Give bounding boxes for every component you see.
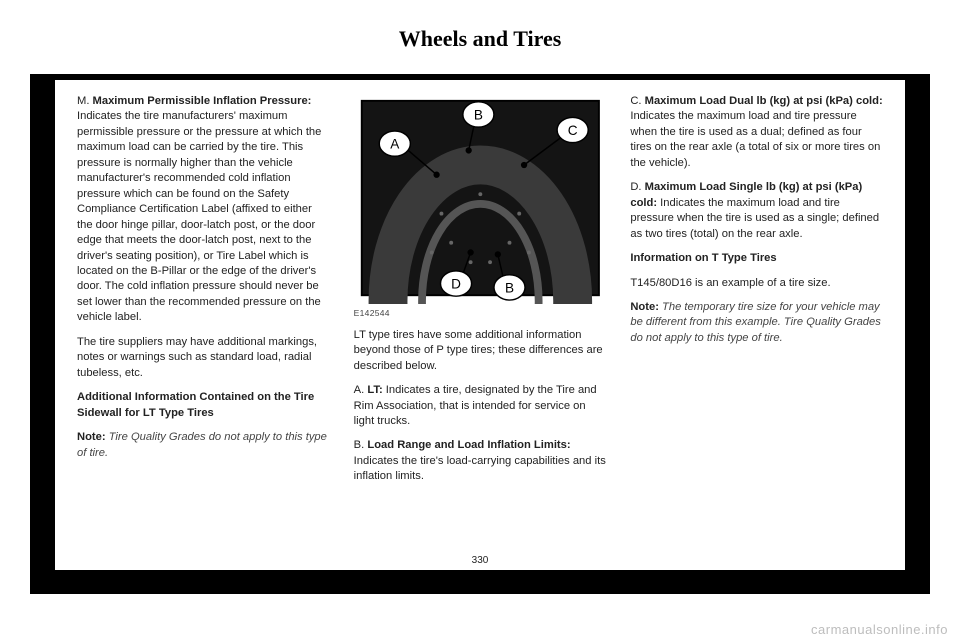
callout-b1: B <box>474 107 483 122</box>
callout-c: C <box>567 123 577 138</box>
tire-diagram-svg: A B C D B <box>354 94 607 304</box>
note-1-text: Tire Quality Grades do not apply to this… <box>77 431 327 458</box>
callout-d: D <box>451 276 461 291</box>
para-lt-intro: LT type tires have some additional infor… <box>354 328 607 374</box>
note-1: Note: Tire Quality Grades do not apply t… <box>77 430 330 461</box>
para-b: B. Load Range and Load Inflation Limits:… <box>354 438 607 484</box>
para-suppliers: The tire suppliers may have additional m… <box>77 335 330 381</box>
tire-figure: A B C D B <box>354 94 607 304</box>
note-2-label: Note: <box>630 301 659 313</box>
para-b-bold: Load Range and Load Inflation Limits: <box>367 439 570 451</box>
note-1-label: Note: <box>77 431 106 443</box>
page-content: M. Maximum Permissible Inflation Pressur… <box>55 80 905 570</box>
para-m: M. Maximum Permissible Inflation Pressur… <box>77 94 330 326</box>
para-m-prefix: M. <box>77 95 93 107</box>
para-d-rest: Indicates the maximum load and tire pres… <box>630 197 879 240</box>
para-c: C. Maximum Load Dual lb (kg) at psi (kPa… <box>630 94 883 171</box>
note-2-text: The temporary tire size for your vehicle… <box>630 301 880 344</box>
note-2: Note: The temporary tire size for your v… <box>630 300 883 346</box>
page-sheet: Wheels and Tires M. Maximum Permissible … <box>0 0 960 643</box>
callout-a: A <box>390 136 400 151</box>
column-1: M. Maximum Permissible Inflation Pressur… <box>77 94 330 562</box>
figure-caption: E142544 <box>354 308 607 320</box>
para-a-rest: Indicates a tire, designated by the Tire… <box>354 384 597 427</box>
para-m-bold: Maximum Permissible Inflation Pressure: <box>93 95 312 107</box>
column-2: A B C D B E142544 LT type tire <box>354 94 607 562</box>
para-c-rest: Indicates the maximum load and tire pres… <box>630 110 880 168</box>
para-a: A. LT: Indicates a tire, designated by t… <box>354 383 607 429</box>
callout-b2: B <box>505 280 514 295</box>
para-t-example: T145/80D16 is an example of a tire size. <box>630 276 883 291</box>
heading-t-type: Information on T Type Tires <box>630 251 883 266</box>
para-c-prefix: C. <box>630 95 644 107</box>
columns: M. Maximum Permissible Inflation Pressur… <box>77 94 883 562</box>
para-m-rest: Indicates the tire manufacturers' maximu… <box>77 110 321 323</box>
para-c-bold: Maximum Load Dual lb (kg) at psi (kPa) c… <box>645 95 883 107</box>
heading-lt-sidewall: Additional Information Contained on the … <box>77 390 330 421</box>
para-a-prefix: A. <box>354 384 368 396</box>
para-d-prefix: D. <box>630 181 644 193</box>
column-3: C. Maximum Load Dual lb (kg) at psi (kPa… <box>630 94 883 562</box>
para-d: D. Maximum Load Single lb (kg) at psi (k… <box>630 180 883 242</box>
page-number: 330 <box>55 555 905 566</box>
watermark-text: carmanualsonline.info <box>811 622 948 637</box>
para-b-prefix: B. <box>354 439 368 451</box>
chapter-title: Wheels and Tires <box>0 26 960 52</box>
para-b-rest: Indicates the tire's load-carrying capab… <box>354 455 606 482</box>
para-a-bold: LT: <box>367 384 382 396</box>
